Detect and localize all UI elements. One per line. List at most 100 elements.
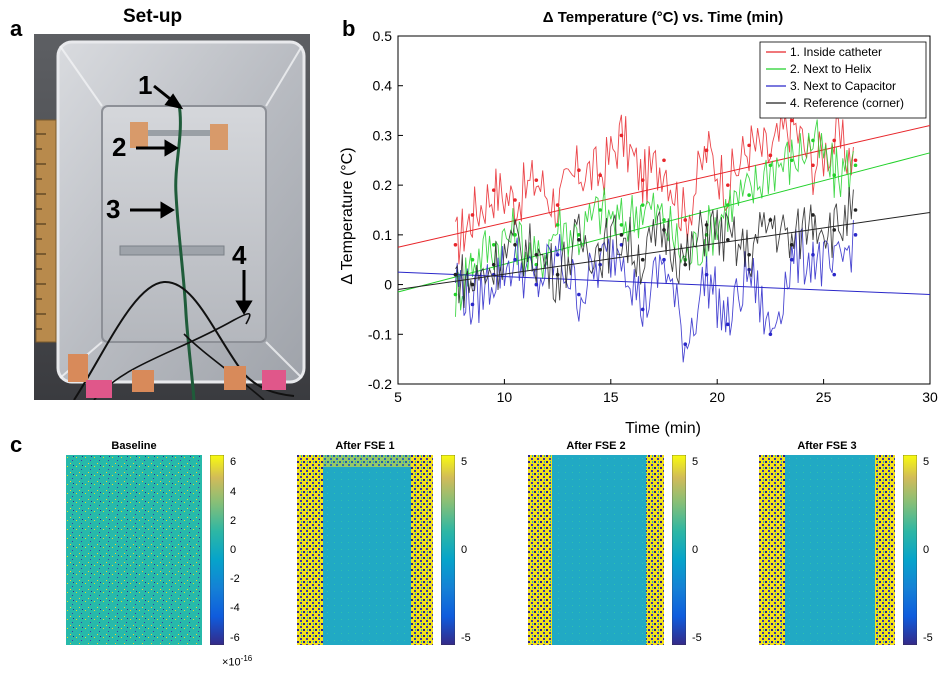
- data-point: [513, 233, 517, 237]
- data-point: [683, 262, 688, 267]
- cb-tick: -4: [230, 602, 240, 614]
- y-tick-label: -0.1: [368, 326, 392, 342]
- cb-tick: 5: [461, 456, 468, 468]
- cb-tick: -5: [461, 632, 471, 644]
- data-point: [662, 218, 666, 222]
- legend-label: 1. Inside catheter: [790, 45, 882, 59]
- data-point: [598, 247, 602, 252]
- data-point: [577, 168, 581, 173]
- x-tick-label: 15: [603, 389, 619, 405]
- data-point: [832, 173, 837, 177]
- data-point: [470, 213, 475, 217]
- cb-tick: 2: [230, 515, 237, 527]
- data-point: [555, 272, 560, 277]
- marker-3: 3: [106, 194, 121, 224]
- colorbar-fse2: [672, 455, 686, 645]
- data-point: [704, 223, 709, 227]
- data-point: [789, 158, 794, 163]
- data-point: [811, 163, 815, 168]
- cb-tick: -6: [230, 632, 240, 644]
- cb-tick: 4: [230, 486, 237, 498]
- setup-title: Set-up: [123, 6, 183, 27]
- data-point: [555, 223, 560, 227]
- data-point: [726, 183, 730, 187]
- setup-photo: [34, 34, 310, 400]
- cb-tick: 0: [923, 544, 930, 556]
- y-tick-label: 0: [384, 277, 392, 293]
- legend-box: [759, 41, 927, 119]
- data-point: [747, 143, 751, 148]
- data-point: [768, 218, 773, 222]
- data-point: [534, 282, 539, 287]
- data-point: [470, 257, 475, 262]
- series-line-3: [455, 220, 854, 363]
- data-point: [789, 118, 794, 123]
- panel-c-letter: c: [10, 432, 23, 457]
- y-tick-label: 0.4: [373, 78, 393, 94]
- data-point: [662, 158, 666, 163]
- cb-tick: -5: [692, 632, 702, 644]
- data-point: [640, 257, 645, 262]
- data-point: [577, 292, 581, 297]
- data-point: [704, 272, 709, 277]
- y-tick-label: 0.3: [373, 127, 393, 143]
- data-point: [513, 198, 517, 202]
- map-title-baseline: Baseline: [111, 440, 157, 452]
- series-line-1: [455, 95, 854, 265]
- data-point: [853, 208, 858, 212]
- data-point: [555, 252, 560, 257]
- chart-ylabel: Δ Temperature (°C): [339, 147, 356, 284]
- data-point: [513, 257, 517, 262]
- colorbar-baseline: [210, 455, 224, 645]
- data-point: [534, 252, 539, 257]
- colorbar-fse3: [903, 455, 917, 645]
- data-point: [726, 203, 730, 207]
- legend-label: 4. Reference (corner): [790, 96, 904, 110]
- data-point: [491, 262, 496, 267]
- data-point: [683, 218, 688, 222]
- data-point: [470, 302, 475, 307]
- map-baseline: [66, 455, 202, 645]
- marker-4: 4: [232, 240, 247, 270]
- data-point: [832, 228, 837, 232]
- map-fse3: [759, 455, 895, 645]
- data-point: [619, 223, 624, 227]
- cb-tick: 5: [923, 456, 930, 468]
- series-line-2: [455, 119, 854, 317]
- cb-tick: 0: [461, 544, 468, 556]
- data-point: [811, 213, 815, 217]
- marker-2: 2: [112, 132, 127, 162]
- x-tick-label: 5: [394, 389, 402, 405]
- data-point: [619, 133, 624, 138]
- y-tick-label: -0.2: [368, 376, 392, 392]
- data-point: [577, 233, 581, 237]
- y-tick-label: 0.5: [373, 28, 393, 44]
- series-line-4: [455, 187, 854, 309]
- map-fse1: [297, 455, 433, 645]
- cb-tick: 0: [230, 544, 237, 556]
- data-point: [662, 257, 666, 262]
- data-point: [853, 158, 858, 163]
- map-title-fse1: After FSE 1: [335, 440, 395, 452]
- data-point: [640, 203, 645, 207]
- data-point: [768, 153, 773, 158]
- data-point: [598, 208, 602, 212]
- data-point: [789, 243, 794, 247]
- panel-a-letter: a: [10, 16, 23, 41]
- y-tick-label: 0.1: [373, 227, 393, 243]
- trend-line-1: [397, 124, 931, 248]
- data-point: [747, 193, 751, 197]
- legend-label: 2. Next to Helix: [790, 62, 871, 76]
- data-point: [619, 233, 624, 237]
- data-point: [513, 243, 517, 247]
- cb-tick: 0: [692, 544, 699, 556]
- data-point: [640, 178, 645, 182]
- temperature-chart: Δ Temperature (°C) vs. Time (min) Time (…: [339, 9, 938, 437]
- data-point: [453, 272, 458, 277]
- data-point: [768, 332, 773, 337]
- data-point: [853, 233, 858, 237]
- trend-line-4: [397, 211, 931, 291]
- colorbar-fse1: [441, 455, 455, 645]
- data-point: [704, 148, 709, 153]
- data-point: [534, 178, 539, 182]
